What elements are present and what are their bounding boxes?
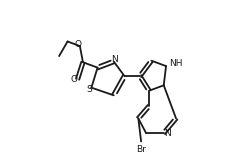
Text: S: S bbox=[86, 85, 92, 94]
Text: N: N bbox=[164, 129, 171, 138]
Text: N: N bbox=[112, 55, 118, 64]
Text: Br: Br bbox=[136, 145, 146, 154]
Text: O: O bbox=[70, 75, 77, 84]
Text: NH: NH bbox=[170, 59, 183, 68]
Text: O: O bbox=[74, 40, 81, 49]
